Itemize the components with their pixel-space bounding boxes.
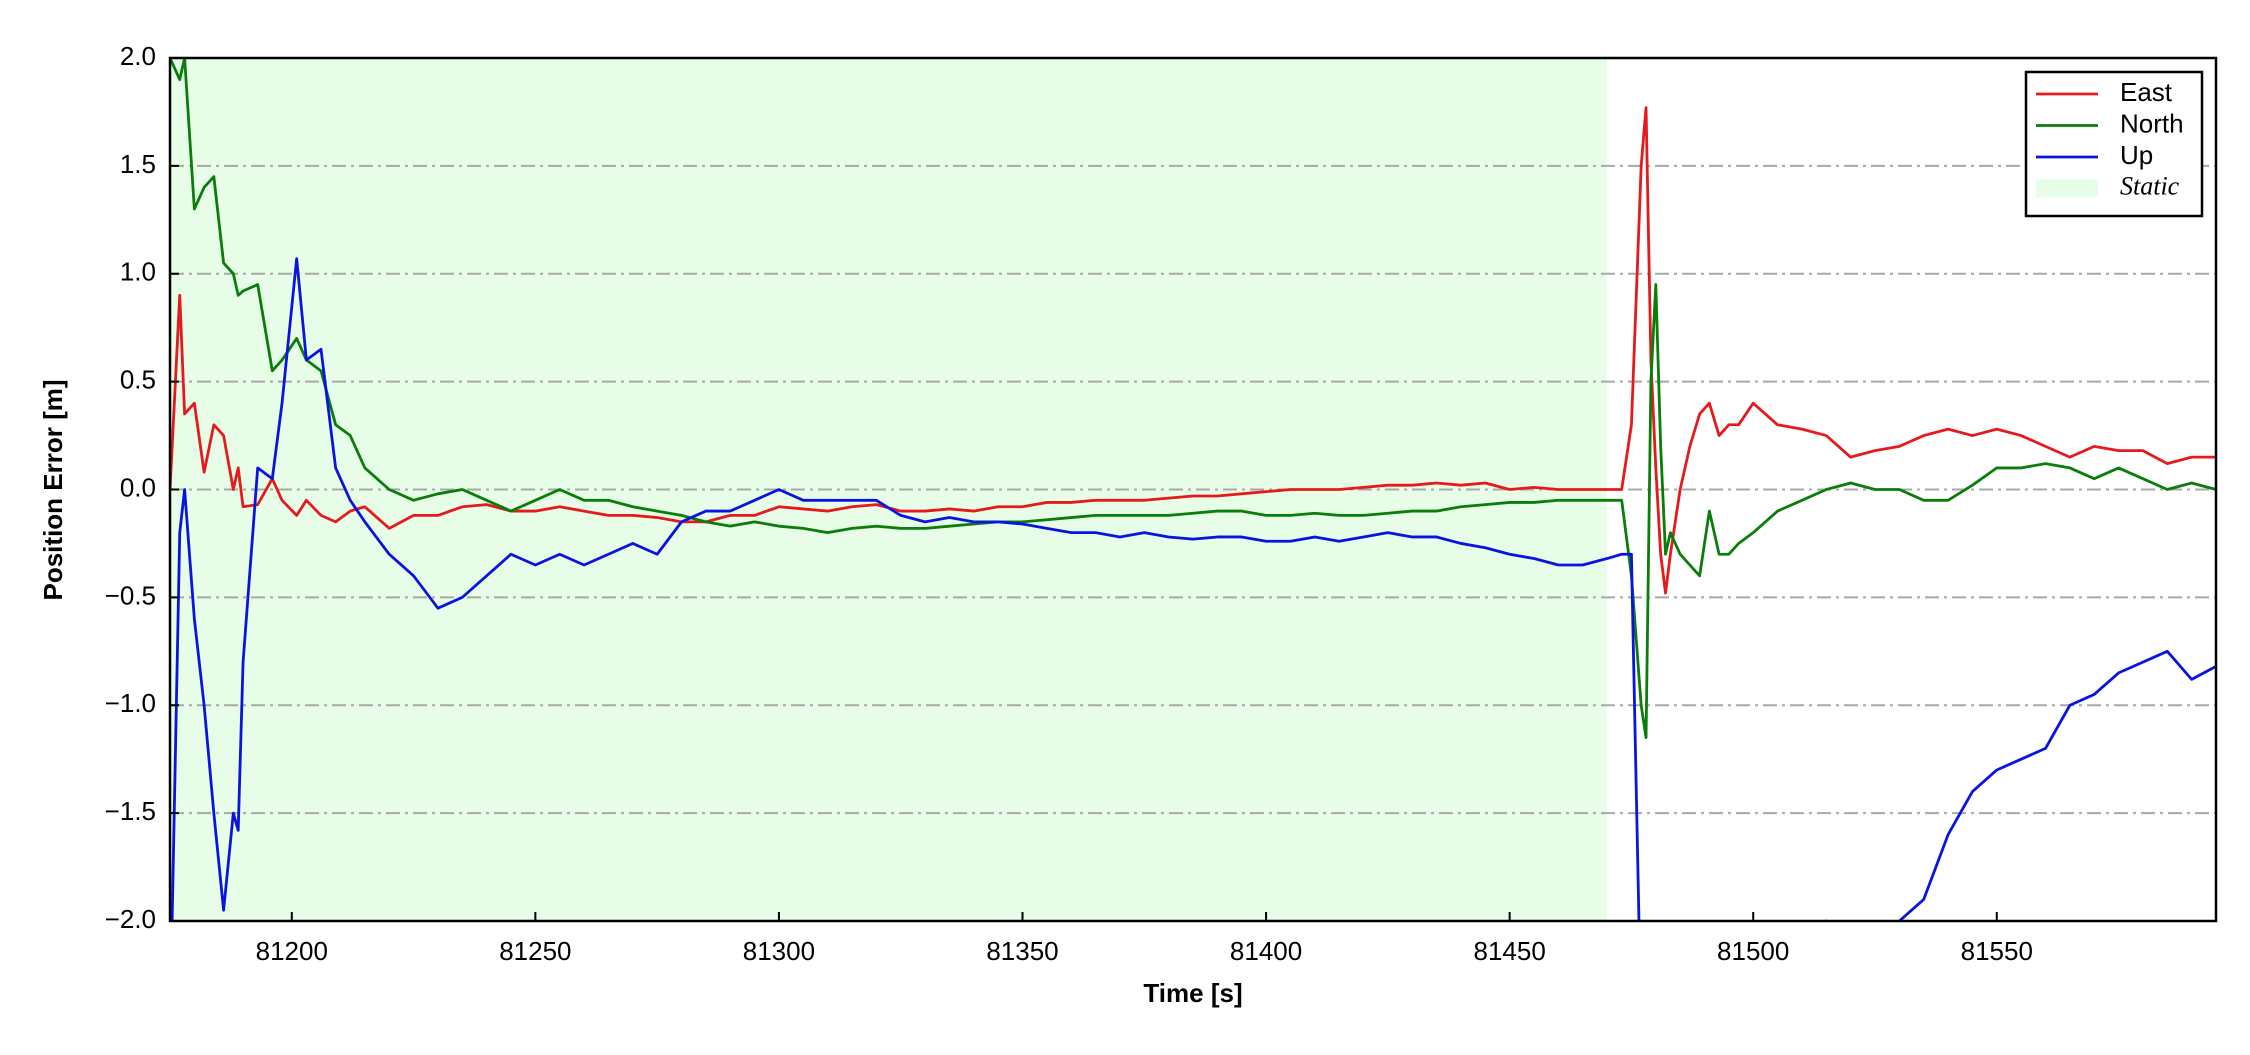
y-tick-label: −1.5 [105,796,156,826]
y-tick-label: 2.0 [120,41,156,71]
x-tick-label: 81450 [1473,936,1545,966]
y-tick-label: 1.0 [120,257,156,287]
x-tick-label: 81350 [986,936,1058,966]
series-line [170,257,2216,921]
y-tick-label: 0.0 [120,472,156,502]
lines [170,58,2216,921]
legend-swatch [2036,179,2098,198]
y-tick-label: −2.0 [105,904,156,934]
x-tick-label: 81200 [256,936,328,966]
legend-label: Static [2120,171,2180,200]
axes: −2.0 −1.5 −1.0 −0.5 0.0 0.5 1.0 1.5 2.0 81200 8125… [105,41,2033,966]
y-tick-label: 0.5 [120,365,156,395]
x-tick-label: 81550 [1961,936,2033,966]
y-tick-label: 1.5 [120,149,156,179]
y-tick-label: −1.0 [105,688,156,718]
legend-label: Up [2120,140,2153,170]
legend-label: North [2120,108,2184,138]
series-line [170,58,2216,740]
y-tick-label: −0.5 [105,580,156,610]
legend-label: East [2120,77,2173,107]
x-tick-label: 81300 [743,936,815,966]
x-tick-label: 81250 [499,936,571,966]
x-axis-label: Time [s] [1143,978,1242,1008]
x-tick-label: 81400 [1230,936,1302,966]
x-tick-label: 81500 [1717,936,1789,966]
y-axis-label: Position Error [m] [38,379,68,600]
